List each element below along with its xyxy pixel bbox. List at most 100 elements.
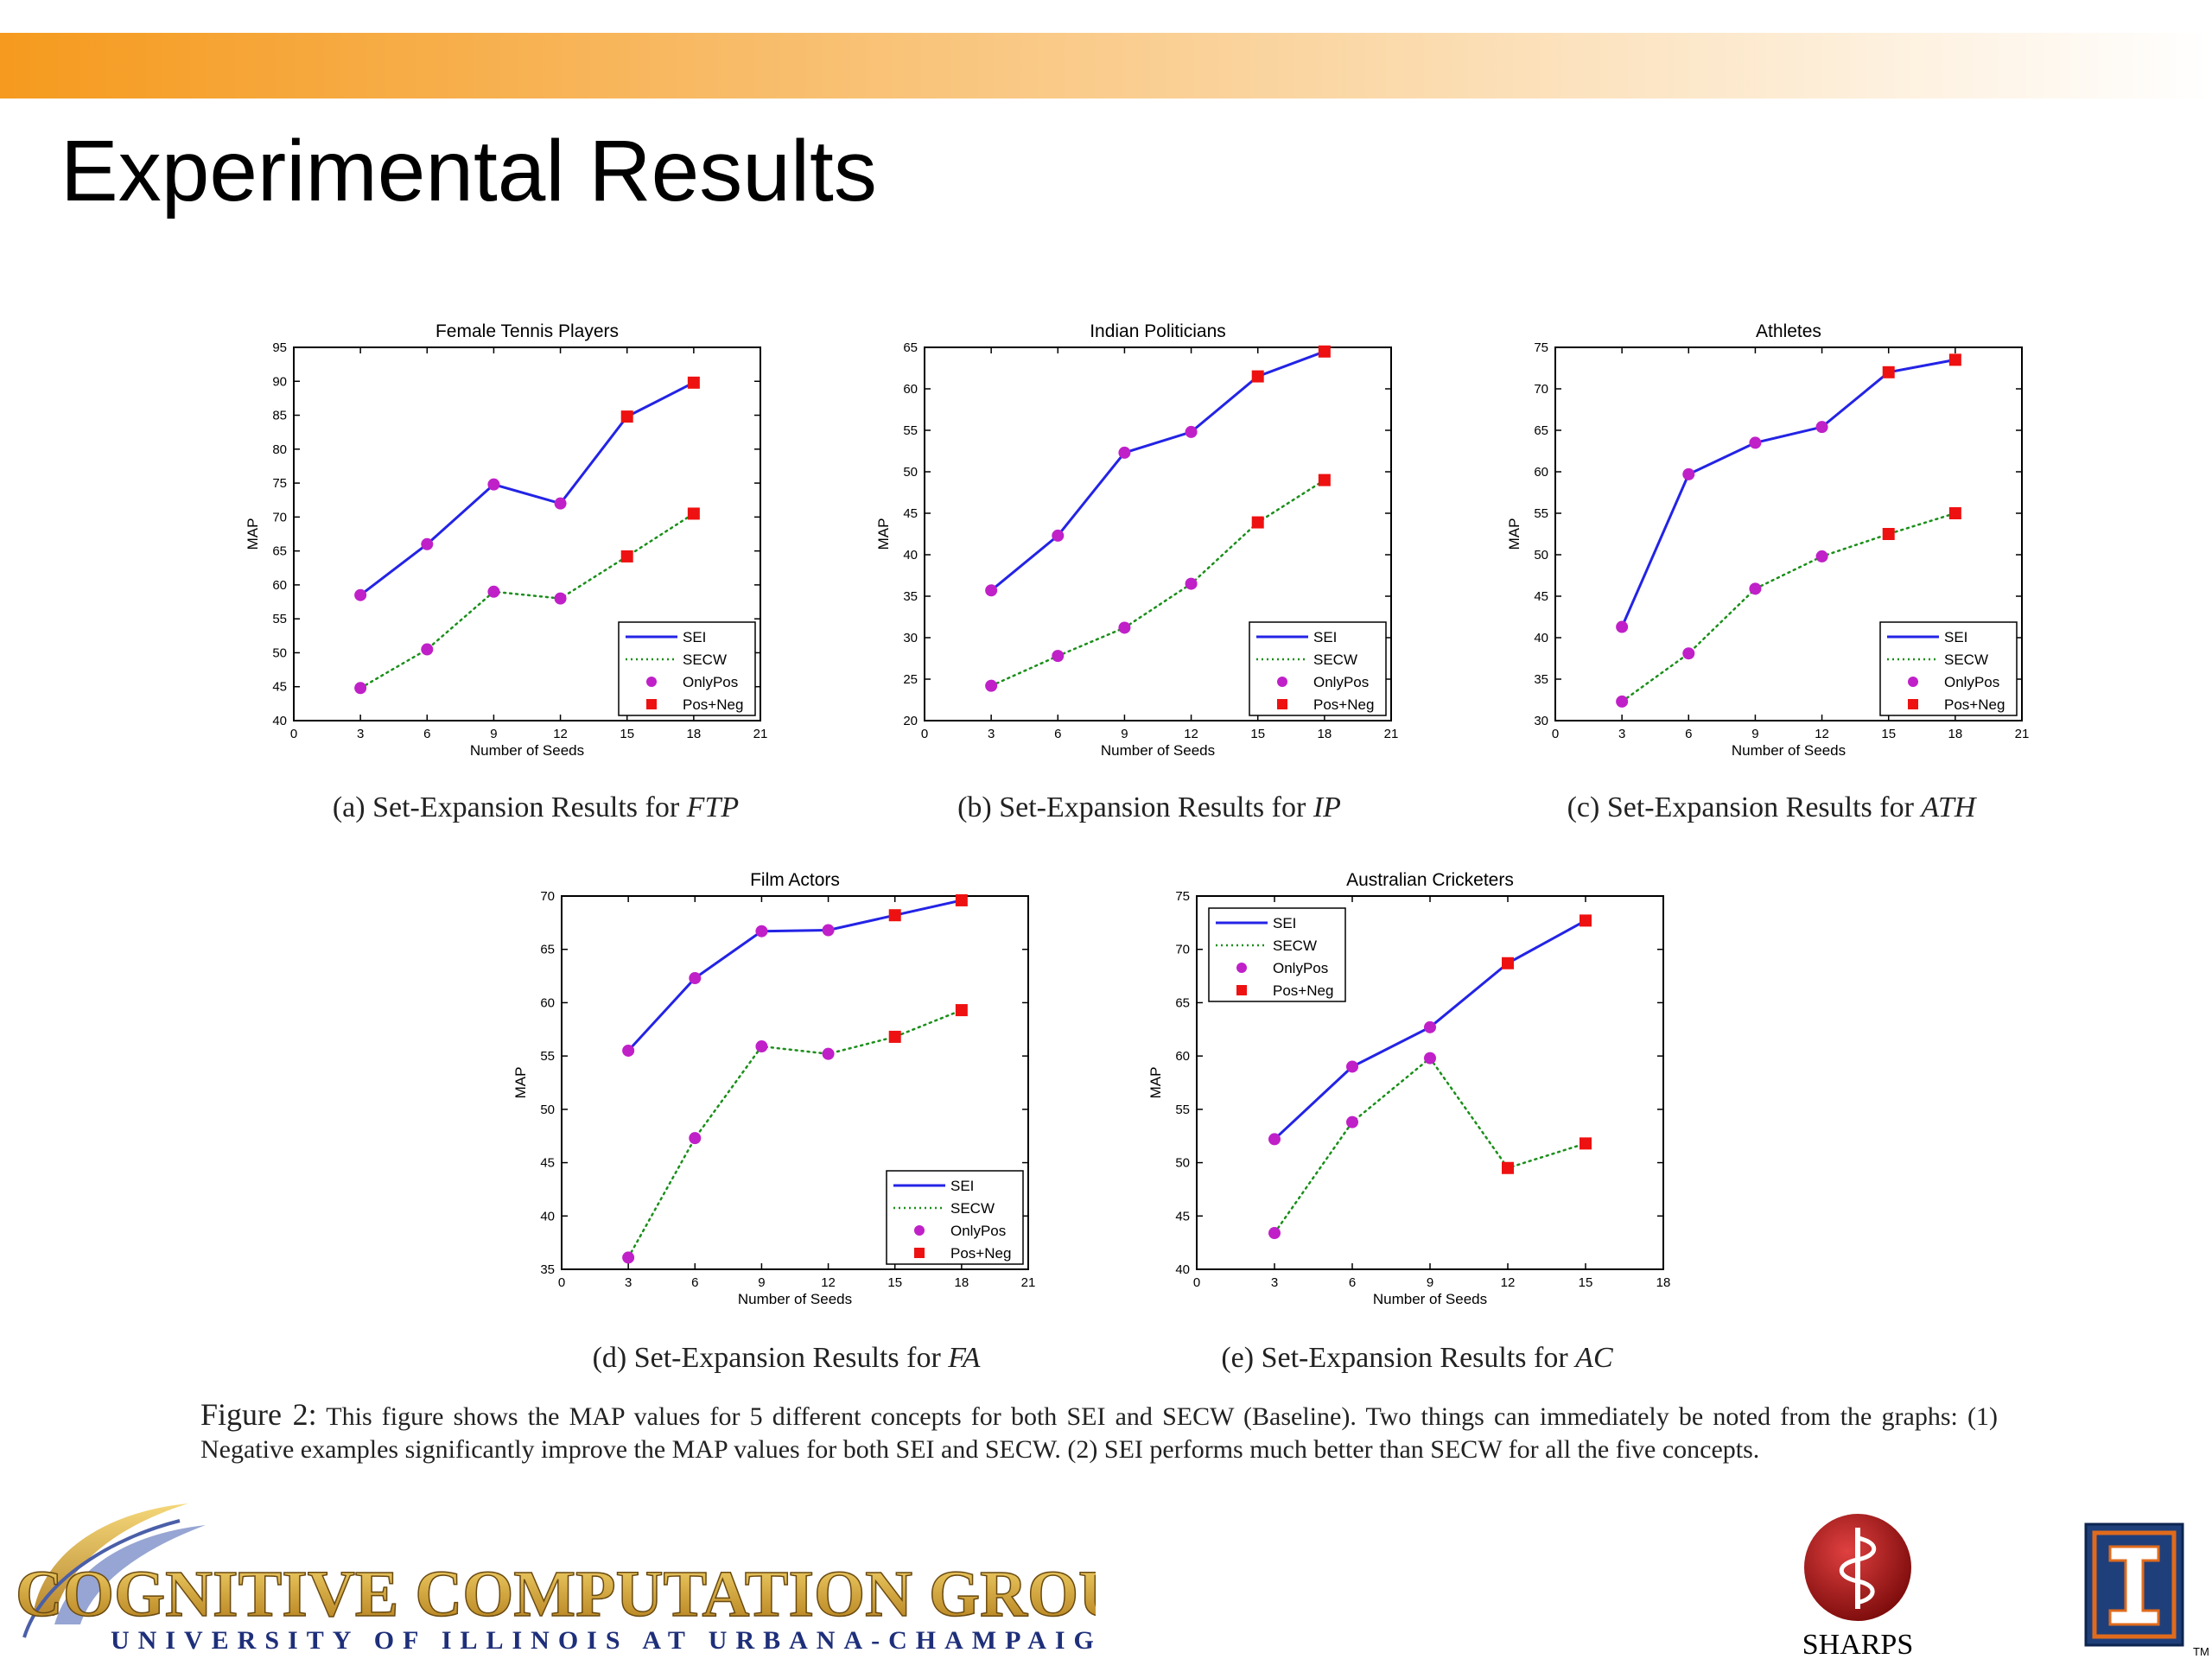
- chart-title: Athletes: [1756, 321, 1821, 341]
- marker-onlypos-secw: [1268, 1227, 1281, 1240]
- legend-label: OnlyPos: [950, 1223, 1006, 1239]
- y-tick-label: 75: [272, 476, 287, 491]
- marker-posneg-secw: [687, 507, 700, 520]
- y-tick-label: 45: [1534, 589, 1548, 604]
- marker-posneg-sei: [1882, 365, 1895, 378]
- sharps-text: SHARPS: [1802, 1629, 1914, 1659]
- legend-label: OnlyPos: [1944, 674, 1999, 690]
- marker-posneg-sei: [620, 410, 633, 423]
- marker-onlypos-secw: [554, 592, 567, 605]
- y-axis-label: MAP: [875, 518, 892, 550]
- caption-e-prefix: (e) Set-Expansion Results for: [1221, 1342, 1576, 1374]
- caption-c-concept: ATH: [1921, 791, 1976, 823]
- university-of-illinois-logo: TM: [2084, 1522, 2209, 1658]
- legend-posneg-swatch: [914, 1248, 925, 1258]
- legend-onlypos-swatch: [914, 1225, 925, 1236]
- series-sei-line: [990, 350, 1325, 592]
- marker-onlypos-secw: [1185, 577, 1198, 590]
- chart-indian-politicians: Indian Politicians 0 3 6 9 12 15 18 21 20 25 30 35 40…: [875, 321, 1398, 759]
- figure-caption: Figure 2: This figure shows the MAP valu…: [200, 1398, 1998, 1466]
- marker-onlypos-sei: [1616, 620, 1629, 633]
- marker-onlypos-secw: [1616, 695, 1629, 708]
- marker-onlypos-sei: [354, 588, 367, 601]
- legend-label: SEI: [950, 1178, 974, 1194]
- y-tick-label: 60: [1534, 465, 1548, 480]
- marker-onlypos-sei: [1346, 1060, 1358, 1073]
- x-tick-label: 0: [558, 1275, 565, 1290]
- caption-a-concept: FTP: [686, 791, 740, 823]
- tm-mark: TM: [2193, 1645, 2209, 1658]
- x-tick-label: 6: [691, 1275, 698, 1290]
- marker-onlypos-secw: [1424, 1052, 1436, 1065]
- x-tick-label: 12: [1501, 1275, 1516, 1290]
- x-tick-label: 21: [1021, 1275, 1036, 1290]
- caption-b-prefix: (b) Set-Expansion Results for: [957, 791, 1313, 823]
- marker-onlypos-secw: [1815, 550, 1828, 563]
- series-secw-line: [626, 1008, 963, 1259]
- chart-athletes: Athletes 0 3 6 9 12 15 18 21 30 35 40 45 50 55 60 65 70 75…: [1506, 321, 2029, 759]
- legend-label: OnlyPos: [1313, 674, 1369, 690]
- legend-label: Pos+Neg: [1944, 696, 2005, 713]
- y-tick-label: 65: [1175, 995, 1190, 1010]
- figure-caption-lead: Figure 2:: [200, 1397, 317, 1432]
- legend-posneg-swatch: [1908, 699, 1918, 709]
- x-tick-label: 18: [1318, 727, 1332, 741]
- marker-posneg-sei: [1948, 353, 1961, 366]
- y-tick-label: 65: [903, 340, 918, 355]
- y-tick-label: 60: [1175, 1049, 1190, 1064]
- y-tick-label: 25: [903, 672, 918, 687]
- marker-posneg-secw: [1251, 516, 1264, 529]
- x-tick-label: 6: [1685, 727, 1692, 741]
- x-tick-label: 3: [357, 727, 364, 741]
- header-accent-bar: [0, 33, 2212, 99]
- ccg-name-text: COGNITIVE COMPUTATION GROUP: [16, 1558, 1096, 1630]
- y-axis-label: MAP: [1506, 518, 1522, 550]
- chart-title: Indian Politicians: [1090, 321, 1226, 341]
- marker-onlypos-secw: [622, 1251, 635, 1264]
- figure-caption-text: This figure shows the MAP values for 5 d…: [200, 1402, 1998, 1464]
- marker-onlypos-secw: [755, 1040, 768, 1053]
- y-tick-label: 75: [1175, 889, 1190, 904]
- marker-onlypos-secw: [421, 643, 434, 656]
- marker-onlypos-sei: [1268, 1133, 1281, 1146]
- marker-onlypos-sei: [1815, 421, 1828, 434]
- y-tick-label: 65: [272, 544, 287, 559]
- caption-d-prefix: (d) Set-Expansion Results for: [592, 1342, 949, 1374]
- y-tick-label: 60: [272, 578, 287, 593]
- y-tick-label: 55: [1534, 506, 1548, 521]
- x-tick-label: 3: [1271, 1275, 1278, 1290]
- y-tick-label: 95: [272, 340, 287, 355]
- marker-posneg-secw: [955, 1004, 968, 1017]
- marker-posneg-sei: [888, 909, 901, 922]
- legend-label: Pos+Neg: [1273, 982, 1333, 999]
- series-secw-line: [1620, 512, 1957, 703]
- y-tick-label: 70: [272, 510, 287, 524]
- y-tick-label: 40: [272, 714, 287, 728]
- y-tick-label: 45: [1175, 1209, 1190, 1224]
- x-tick-label: 0: [1552, 727, 1559, 741]
- y-tick-label: 35: [1534, 672, 1548, 687]
- x-tick-label: 6: [423, 727, 430, 741]
- legend-label: OnlyPos: [1273, 960, 1328, 976]
- x-tick-label: 12: [553, 727, 568, 741]
- y-tick-label: 40: [903, 548, 918, 563]
- x-tick-label: 18: [955, 1275, 969, 1290]
- legend-onlypos-swatch: [646, 677, 657, 687]
- caption-d-concept: FA: [948, 1342, 981, 1374]
- marker-onlypos-sei: [689, 972, 702, 985]
- ccg-university-text: UNIVERSITY OF ILLINOIS AT URBANA-CHAMPAI…: [111, 1626, 1096, 1655]
- y-tick-label: 45: [903, 506, 918, 521]
- series-sei-line: [1620, 358, 1956, 628]
- y-tick-label: 40: [1534, 631, 1548, 645]
- x-tick-label: 9: [1751, 727, 1758, 741]
- marker-onlypos-sei: [1424, 1020, 1436, 1033]
- y-tick-label: 50: [1175, 1156, 1190, 1171]
- y-tick-label: 50: [1534, 548, 1548, 563]
- marker-onlypos-sei: [421, 537, 434, 550]
- caption-e-concept: AC: [1575, 1342, 1613, 1374]
- marker-onlypos-sei: [755, 925, 768, 938]
- y-tick-label: 50: [272, 645, 287, 660]
- x-tick-label: 0: [921, 727, 928, 741]
- marker-onlypos-secw: [689, 1132, 702, 1145]
- legend-onlypos-swatch: [1236, 963, 1247, 973]
